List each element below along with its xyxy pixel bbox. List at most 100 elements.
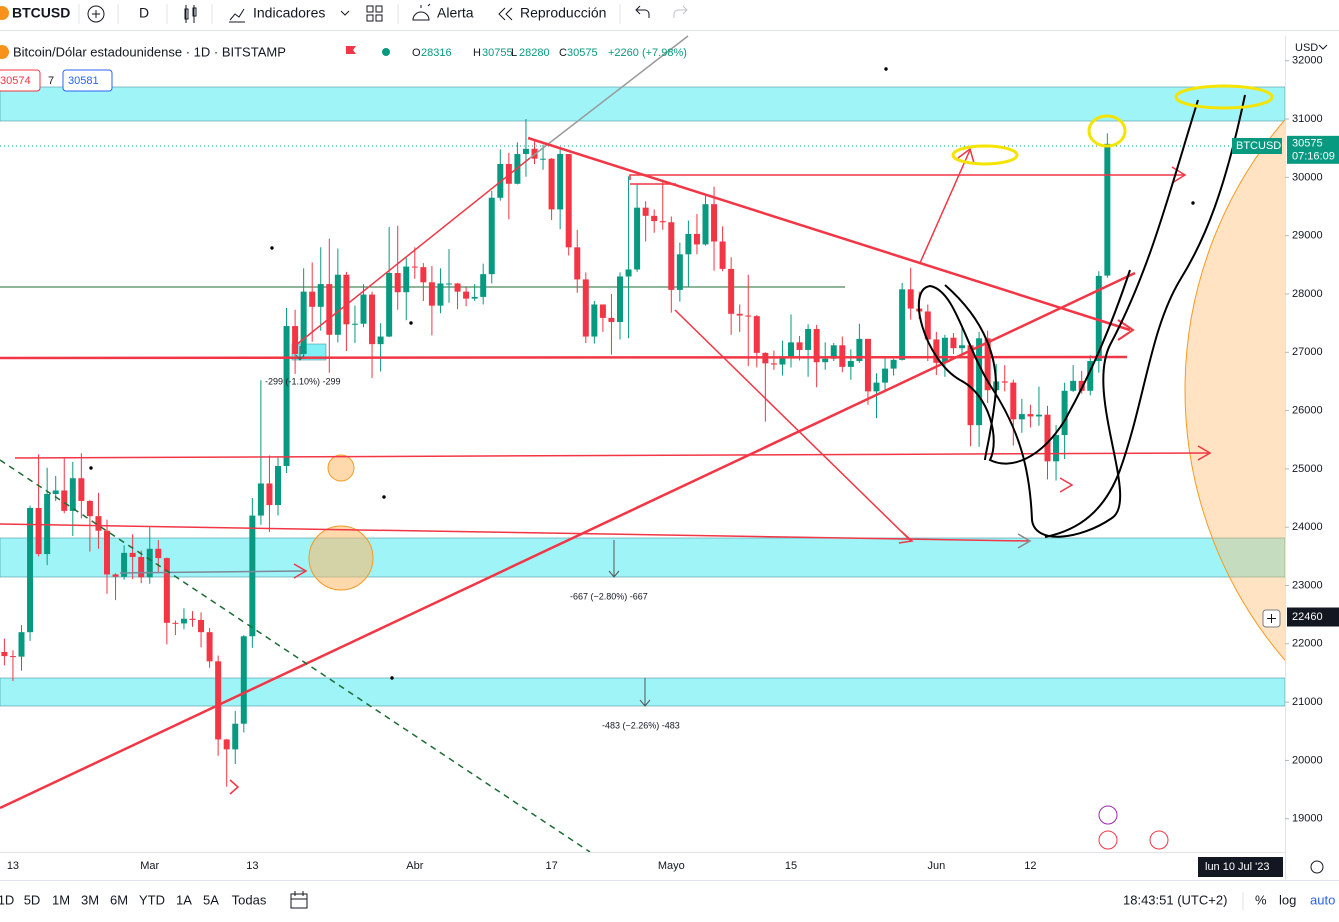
settings-button[interactable] — [1310, 860, 1324, 874]
layout-button[interactable] — [366, 5, 383, 22]
plus-icon — [1267, 614, 1276, 623]
crosshair-price: 22460 — [1292, 611, 1323, 623]
change: +2260 (+7.98%) — [608, 47, 687, 59]
candle-body — [300, 291, 307, 355]
measure-arrow — [295, 346, 651, 707]
range-button[interactable]: 5A — [203, 892, 219, 907]
x-tick-label: Abr — [406, 860, 423, 872]
candle-body — [728, 268, 735, 314]
y-tick-label: 32000 — [1292, 55, 1323, 67]
freehand-drawing — [917, 99, 1199, 538]
dropdown-chevron[interactable] — [340, 10, 350, 16]
chart-type-button[interactable] — [184, 5, 197, 23]
y-tick-label: 27000 — [1292, 346, 1323, 358]
candle-body — [668, 222, 675, 290]
auto-toggle[interactable]: auto — [1310, 892, 1335, 907]
candle-body — [394, 272, 401, 293]
y-tick-label: 22000 — [1292, 638, 1323, 650]
goto-date-button[interactable] — [290, 891, 308, 909]
candle-body — [360, 294, 367, 324]
dropdown-chevron[interactable] — [1318, 44, 1328, 50]
ohlc-high: 30755 — [482, 47, 513, 59]
candle-body — [488, 197, 495, 275]
candle-body — [890, 359, 897, 369]
candle-body — [163, 558, 170, 623]
candle-body — [753, 316, 760, 353]
highlight-ellipse — [951, 144, 1019, 166]
arrow-line — [0, 523, 1029, 542]
range-button[interactable]: 5D — [24, 892, 41, 907]
candle-body — [69, 478, 76, 511]
y-tick-label: 26000 — [1292, 405, 1323, 417]
alert-button[interactable]: Alerta — [437, 5, 474, 21]
candle-body — [642, 207, 649, 216]
candle-body — [1078, 380, 1085, 391]
highlight-ellipse — [1087, 114, 1127, 148]
bid-price[interactable]: 30574 — [0, 75, 31, 87]
candle-body — [403, 266, 410, 293]
sell-button[interactable] — [0, 69, 41, 92]
y-tick-label: 21000 — [1292, 696, 1323, 708]
candle-body — [950, 337, 957, 349]
range-button[interactable]: 1M — [52, 892, 70, 907]
candle-body — [454, 283, 461, 292]
indicators-button[interactable]: Indicadores — [253, 5, 325, 21]
redo-button[interactable] — [673, 5, 688, 18]
plus-icon — [92, 10, 100, 18]
candle-body — [941, 337, 948, 363]
x-tick-label: 17 — [545, 860, 557, 872]
candle-body — [625, 269, 632, 277]
ask-price[interactable]: 30581 — [68, 75, 99, 87]
price-axis: 19000 20000 21000 22000 23000 24000 25000 26000… — [1285, 55, 1323, 825]
candle-body — [847, 361, 854, 367]
range-button[interactable]: YTD — [139, 892, 165, 907]
event-icon[interactable] — [1149, 830, 1169, 850]
replay-button[interactable]: Reproducción — [520, 5, 606, 21]
compare-button[interactable] — [87, 5, 105, 23]
currency-selector[interactable]: USD — [1295, 42, 1318, 54]
candle-body — [95, 516, 102, 531]
circle-marker — [327, 454, 355, 482]
circle-marker — [308, 525, 374, 591]
candle-body — [1044, 414, 1051, 462]
range-button[interactable]: 1D — [0, 892, 14, 907]
x-tick-label: 13 — [246, 860, 258, 872]
y-tick-label: 19000 — [1292, 813, 1323, 825]
event-icon[interactable] — [1098, 805, 1118, 825]
candle-body — [9, 656, 16, 658]
undo-button[interactable] — [635, 5, 650, 18]
buy-button[interactable] — [62, 69, 113, 92]
candle-body — [822, 358, 829, 363]
candle-body — [86, 500, 93, 517]
candle-body — [1087, 361, 1094, 391]
range-button[interactable]: 6M — [110, 892, 128, 907]
candle-body — [1010, 382, 1017, 420]
symbol[interactable]: BTCUSD — [12, 5, 70, 21]
ohlc-label: L — [511, 47, 517, 59]
candle-body — [1001, 381, 1008, 383]
candle-body — [1053, 435, 1060, 462]
candle-body — [369, 294, 376, 345]
candle-body — [693, 233, 700, 245]
candle-body — [924, 311, 931, 340]
candle-body — [659, 221, 666, 223]
drawings — [0, 35, 1274, 853]
event-icon[interactable] — [1098, 830, 1118, 850]
flag-icon[interactable] — [346, 46, 356, 54]
range-button[interactable]: 1A — [176, 892, 192, 907]
crosshair-price-tag — [1287, 607, 1339, 627]
clock: 18:43:51 (UTC+2) — [1123, 892, 1227, 907]
trend-line — [295, 157, 531, 346]
range-button[interactable]: 3M — [81, 892, 99, 907]
arrow-head — [1197, 445, 1212, 461]
candle-body — [437, 283, 444, 306]
interval[interactable]: D — [139, 5, 149, 21]
range-button[interactable]: Todas — [232, 892, 267, 907]
log-toggle[interactable]: log — [1279, 892, 1296, 907]
candle-body — [1, 651, 8, 657]
percent-toggle[interactable]: % — [1255, 892, 1267, 907]
candle-body — [967, 345, 974, 426]
projection-circle — [1184, 119, 1285, 661]
candle-body — [121, 552, 128, 577]
candle-body — [104, 530, 110, 575]
